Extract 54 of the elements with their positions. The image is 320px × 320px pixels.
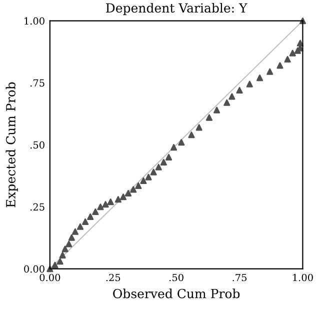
point — [160, 158, 167, 166]
point — [76, 223, 84, 230]
y-axis-title: Expected Cum Prob — [6, 82, 18, 208]
point — [66, 240, 72, 248]
point — [72, 228, 78, 235]
point — [289, 50, 296, 56]
point — [52, 262, 58, 268]
point — [188, 132, 195, 138]
x-tick-label: .50 — [170, 274, 184, 282]
point — [213, 106, 220, 114]
point — [114, 196, 122, 203]
x-tick-label: 0.00 — [40, 274, 60, 282]
point — [276, 62, 284, 69]
point — [56, 258, 64, 265]
point — [224, 99, 230, 106]
point — [87, 213, 94, 220]
point — [107, 198, 114, 206]
point — [256, 74, 264, 82]
x-tick-label: 1.00 — [293, 274, 313, 282]
point — [284, 56, 291, 63]
x-axis-title: Observed Cum Prob — [113, 288, 240, 298]
point — [155, 164, 162, 170]
chart-title: Dependent Variable: Y — [106, 2, 248, 16]
y-tick-label: 1.00 — [24, 17, 44, 25]
point — [124, 190, 132, 196]
point — [178, 139, 185, 146]
point — [150, 168, 157, 176]
x-tick-label: .25 — [106, 274, 120, 282]
point — [62, 246, 68, 252]
point — [228, 93, 236, 100]
point — [206, 114, 212, 121]
point — [165, 154, 172, 160]
point — [130, 186, 137, 193]
y-tick-label: 0.00 — [24, 265, 44, 273]
point — [296, 40, 304, 46]
point — [102, 201, 109, 208]
point — [59, 252, 66, 258]
point — [170, 144, 178, 151]
point — [82, 218, 89, 225]
point — [196, 124, 202, 131]
point — [68, 234, 75, 241]
point — [120, 194, 127, 200]
point — [97, 204, 104, 210]
point — [92, 208, 99, 216]
point — [246, 80, 253, 88]
y-tick-label: .75 — [30, 79, 44, 87]
point — [236, 86, 243, 94]
y-tick-label: .25 — [30, 203, 44, 211]
y-tick-label: .50 — [30, 141, 44, 149]
point — [266, 68, 274, 75]
x-tick-label: .75 — [232, 274, 246, 282]
point — [145, 174, 152, 180]
point — [135, 182, 142, 190]
point — [140, 177, 147, 184]
